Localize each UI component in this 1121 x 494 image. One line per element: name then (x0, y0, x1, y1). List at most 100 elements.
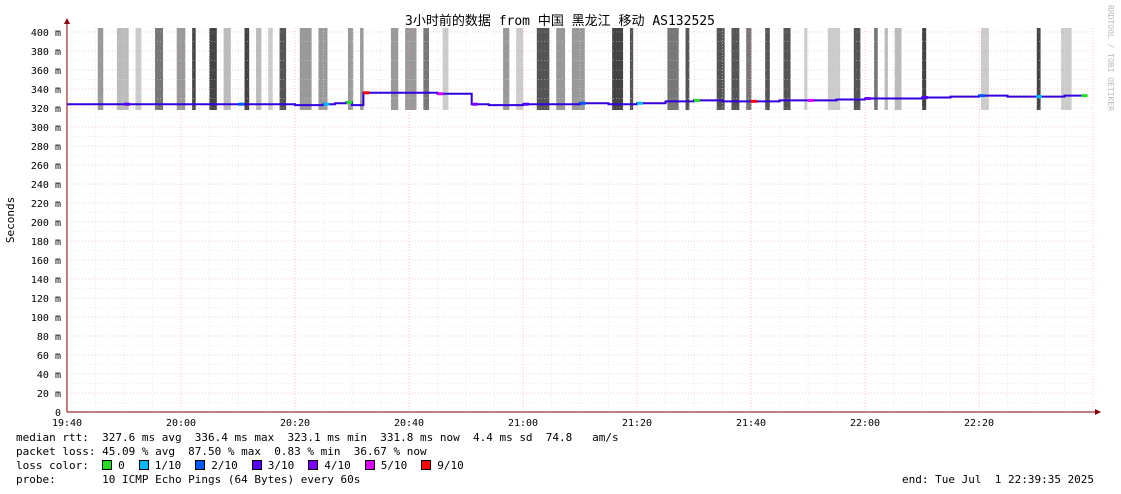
loss-band (716, 28, 725, 110)
end-time: end: Tue Jul 1 22:39:35 2025 (902, 473, 1095, 486)
rtt-point (437, 92, 444, 96)
latency-chart: 0 20 m 40 m 60 m 80 m 100 m 120 m 140 m 160 m 180… (4, 5, 1115, 429)
loss-band (318, 28, 328, 110)
x-tick-label: 20:40 (394, 418, 424, 429)
legend-item: 4/10 (308, 459, 351, 473)
loss-band (360, 28, 364, 110)
y-tick-label: 160 m (31, 256, 61, 267)
rtt-point (580, 101, 586, 105)
rtt-point (471, 102, 478, 106)
loss-band (874, 28, 878, 110)
loss-band (423, 28, 429, 110)
chart-title: 3小时前的数据 from 中国 黑龙江 移动 AS132525 (405, 13, 715, 29)
loss-band (556, 28, 566, 110)
x-tick-label: 21:20 (622, 418, 652, 429)
loss-band (347, 28, 354, 110)
loss-band (405, 28, 417, 110)
loss-band (299, 28, 312, 110)
rtt-point (1081, 94, 1088, 98)
rtt-point (808, 98, 814, 102)
probe-stat: probe: 10 ICMP Echo Pings (64 Bytes) eve… (16, 473, 361, 486)
y-tick-label: 120 m (31, 294, 61, 305)
x-tick-label: 21:40 (736, 418, 766, 429)
loss-band (442, 28, 449, 110)
y-tick-label: 340 m (31, 85, 61, 96)
loss-band (765, 28, 770, 110)
legend-label: 0 (118, 459, 125, 472)
y-axis-label: Seconds (4, 197, 17, 243)
loss-band (209, 28, 217, 110)
rtt-line (67, 91, 1088, 107)
legend-label: 1/10 (154, 459, 182, 472)
loss-band (176, 28, 186, 110)
packet-loss-stat: packet loss: 45.09 % avg 87.50 % max 0.8… (16, 445, 427, 458)
loss-band (390, 28, 399, 110)
loss-band (516, 28, 524, 110)
x-tick-label: 22:20 (964, 418, 994, 429)
legend-swatch (195, 460, 206, 470)
x-tick-label: 22:00 (850, 418, 880, 429)
rtt-point (751, 99, 757, 103)
loss-band (536, 28, 550, 110)
x-tick-label: 20:20 (280, 418, 310, 429)
grid-lines (66, 28, 1094, 413)
legend-item: 2/10 (195, 459, 238, 473)
rtt-point (323, 102, 330, 106)
median-rtt-stat: median rtt: 327.6 ms avg 336.4 ms max 32… (16, 431, 619, 444)
loss-bands (97, 28, 1072, 110)
loss-band (97, 28, 104, 110)
y-tick-label: 300 m (31, 123, 61, 134)
loss-color-legend: loss color: 0 1/10 2/10 3/10 4/10 5/10 9/10 (16, 459, 478, 473)
y-tick-label: 360 m (31, 66, 61, 77)
y-tick-label: 60 m (37, 351, 61, 362)
y-tick-label: 0 (55, 408, 61, 419)
loss-band (503, 28, 510, 110)
y-tick-label: 240 m (31, 180, 61, 191)
loss-band (922, 28, 927, 110)
legend-swatch (421, 460, 432, 470)
x-tick-label: 21:00 (508, 418, 538, 429)
legend-label: 2/10 (211, 459, 238, 472)
y-tick-label: 400 m (31, 28, 61, 39)
y-tick-label: 180 m (31, 237, 61, 248)
loss-band (629, 28, 634, 110)
legend-swatch (138, 460, 149, 470)
loss-band (894, 28, 902, 110)
x-axis-arrow (1095, 409, 1101, 415)
loss-band (731, 28, 740, 110)
loss-color-label: loss color: (16, 459, 89, 472)
rtt-point (1036, 95, 1042, 99)
loss-band (827, 28, 841, 110)
y-tick-label: 80 m (37, 332, 61, 343)
y-tick-label: 260 m (31, 161, 61, 172)
legend-item: 5/10 (364, 459, 407, 473)
legend-item: 0 (102, 459, 125, 473)
y-tick-label: 40 m (37, 370, 61, 381)
y-tick-label: 280 m (31, 142, 61, 153)
loss-band (244, 28, 250, 110)
loss-band (853, 28, 861, 110)
loss-band (279, 28, 287, 110)
rtt-point (979, 94, 985, 98)
y-tick-labels: 0 20 m 40 m 60 m 80 m 100 m 120 m 140 m 160 m 180… (31, 28, 61, 419)
loss-band (667, 28, 679, 110)
y-tick-label: 220 m (31, 199, 61, 210)
rtt-point (346, 100, 353, 104)
legend-item: 9/10 (421, 459, 464, 473)
legend-swatch (102, 460, 113, 470)
loss-band (1061, 28, 1072, 110)
y-tick-label: 200 m (31, 218, 61, 229)
loss-band (135, 28, 142, 110)
rtt-point (363, 91, 370, 95)
loss-band (268, 28, 273, 110)
loss-band (783, 28, 791, 110)
loss-band (685, 28, 690, 110)
axes (64, 18, 1101, 415)
loss-band (155, 28, 164, 110)
loss-band (192, 28, 196, 110)
legend-label: 9/10 (437, 459, 464, 472)
y-tick-label: 100 m (31, 313, 61, 324)
legend-swatch (308, 460, 319, 470)
legend-item: 1/10 (138, 459, 182, 473)
loss-band (804, 28, 808, 110)
